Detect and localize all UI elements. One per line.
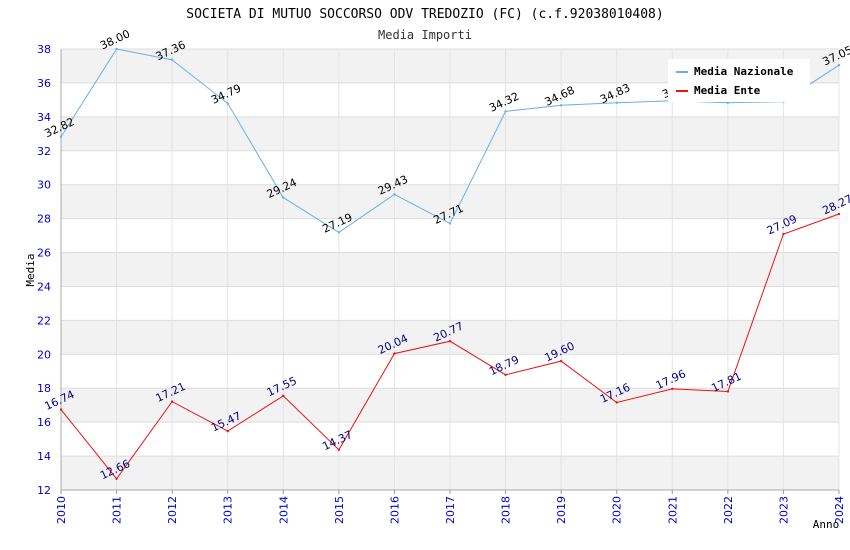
chart-subtitle: Media Importi [378,28,472,42]
y-tick-label: 38 [37,43,51,56]
data-point [837,212,841,216]
data-point [559,359,563,363]
data-label: 34.32 [487,90,521,115]
data-label: 14.37 [320,428,354,453]
data-point [448,340,452,343]
data-point [115,477,118,481]
data-point [504,373,507,377]
y-tick-label: 28 [37,213,51,226]
data-point [448,222,452,225]
data-point [282,394,285,398]
y-tick-label: 32 [37,145,51,158]
x-tick-label: 2022 [722,496,735,524]
x-tick-label: 2021 [666,496,679,524]
data-point [226,102,229,105]
legend-label-ente: Media Ente [694,84,761,97]
chart-title: SOCIETA DI MUTUO SOCCORSO ODV TREDOZIO (… [186,7,663,22]
x-tick-label: 2013 [222,496,235,524]
x-tick-label: 2015 [333,496,346,524]
data-point [337,231,341,234]
data-point [393,193,396,196]
y-tick-label: 26 [37,247,51,260]
x-axis-label: Anno [813,518,840,531]
legend-box [668,59,810,102]
y-tick-label: 14 [37,450,51,463]
x-tick-label: 2024 [833,496,846,524]
y-tick-label: 22 [37,314,51,327]
x-tick-label: 2014 [277,496,290,524]
legend-label-nazionale: Media Nazionale [694,65,794,78]
data-point [726,101,730,104]
series-lines [59,47,841,481]
x-tick-label: 2012 [166,496,179,524]
data-point [726,390,730,393]
x-tick-label: 2020 [611,496,624,524]
data-point [671,387,674,391]
x-tick-label: 2016 [388,496,401,524]
data-point [282,196,285,199]
data-point [337,448,341,452]
data-point [393,352,396,355]
x-tick-label: 2017 [444,496,457,524]
data-point [615,401,618,404]
legend: Media Nazionale Media Ente [668,59,810,102]
data-point [170,400,174,403]
data-point [837,63,841,67]
y-tick-label: 18 [37,382,51,395]
data-point [226,429,229,433]
data-point [504,110,507,113]
data-point [782,232,785,236]
data-point [170,58,174,62]
y-tick-label: 12 [37,484,51,497]
y-tick-label: 20 [37,348,51,361]
y-tick-label: 34 [37,111,51,124]
y-tick-label: 36 [37,77,51,90]
x-tick-label: 2023 [777,496,790,524]
x-tick-label: 2011 [111,496,124,524]
data-point [59,408,63,411]
data-point [115,47,118,51]
data-point [615,101,618,104]
y-tick-label: 24 [37,280,51,293]
y-tick-label: 16 [37,416,51,429]
y-axis-label: Media [24,253,37,286]
data-point [559,104,563,107]
data-point [59,135,63,139]
x-tick-label: 2010 [55,496,68,524]
data-label: 34.79 [209,82,243,107]
y-tick-label: 30 [37,179,51,192]
x-tick-label: 2018 [500,496,513,524]
x-tick-label: 2019 [555,496,568,524]
